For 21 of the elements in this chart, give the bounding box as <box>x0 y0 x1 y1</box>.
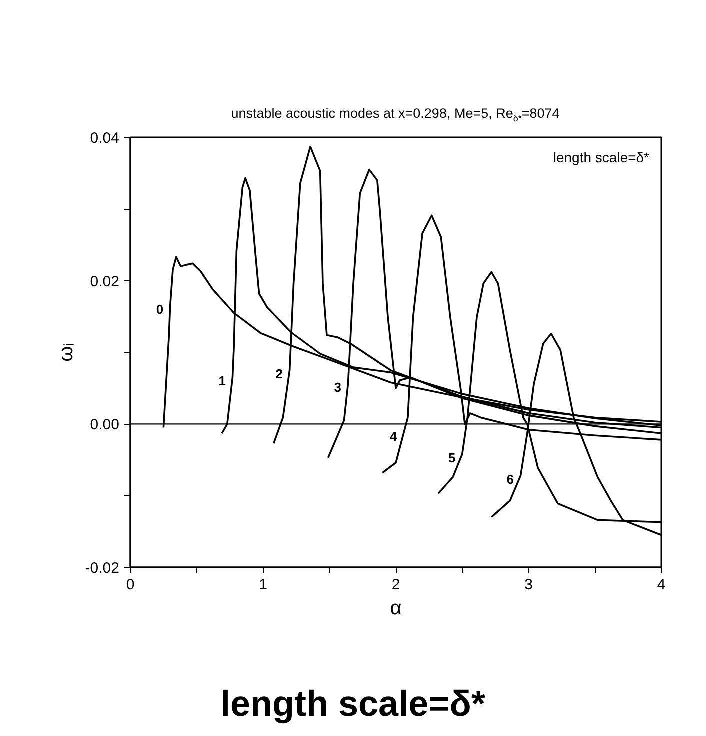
series-label: 4 <box>390 428 398 444</box>
x-tick-label: 4 <box>657 576 666 594</box>
x-tick-label: 3 <box>524 576 533 594</box>
series-label: 5 <box>448 450 456 466</box>
series-label: 0 <box>156 302 164 317</box>
x-tick-label: 0 <box>126 576 135 594</box>
y-tick-label: 0.04 <box>90 130 120 147</box>
series-label: 2 <box>276 366 284 382</box>
x-axis-title: α <box>390 598 402 620</box>
x-tick-label: 1 <box>259 576 268 594</box>
series-label: 1 <box>218 374 226 389</box>
y-tick-label: 0.02 <box>90 273 120 290</box>
y-tick-label: 0.00 <box>90 416 120 434</box>
series-label: 6 <box>506 472 514 487</box>
chart-title: unstable acoustic modes at x=0.298, Me=5, Re$_{δ*}$=8074 <box>231 105 560 126</box>
series-label: 3 <box>334 380 342 396</box>
y-axis-title: ωᵢ <box>55 343 78 362</box>
text: length scale=δ* <box>220 682 486 726</box>
y-tick-label: -0.02 <box>85 560 120 577</box>
annotation: length scale=δ* <box>553 150 650 166</box>
x-tick-label: 2 <box>392 576 400 594</box>
